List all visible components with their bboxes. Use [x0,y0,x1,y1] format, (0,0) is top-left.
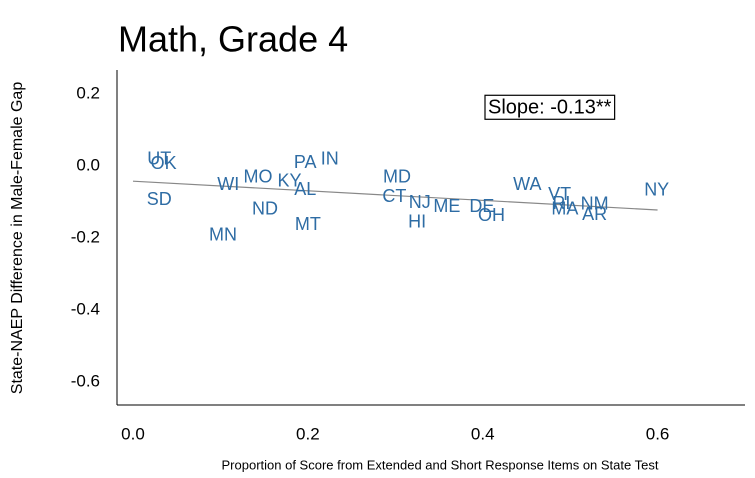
x-tick-label: 0.6 [646,424,670,443]
x-axis-label: Proportion of Score from Extended and Sh… [222,457,659,472]
annotation-box [484,94,616,120]
point-label: MT [295,214,321,234]
point-label: WA [513,174,541,194]
point-label: MO [244,167,273,187]
y-tick-label: 0.0 [76,156,100,175]
point-label: NM [581,194,609,214]
y-tick-label: -0.6 [71,371,100,390]
x-tick-label: 0.2 [296,424,320,443]
point-label: MN [209,225,237,245]
point-label: VT [548,184,571,204]
point-label: KY [277,171,301,191]
y-tick-label: 0.2 [76,84,100,103]
point-label: MD [383,167,411,187]
point-label: AR [582,204,607,224]
point-label: AL [294,179,316,199]
point-label: UT [147,149,171,169]
x-tick-label: 0.0 [121,424,145,443]
point-label: IN [321,149,339,169]
point-label: RI [552,193,570,213]
point-label: CT [382,186,406,206]
point-label: NY [644,180,669,200]
point-label: NJ [409,192,431,212]
point-label: SD [147,189,172,209]
chart-title: Math, Grade 4 [118,19,348,60]
y-axis-label: State-NAEP Difference in Male-Female Gap [9,82,26,395]
point-label: HI [408,212,426,232]
point-label: DE [469,196,494,216]
point-label: MA [551,199,578,219]
point-label: ME [433,196,460,216]
point-label: PA [294,152,317,172]
point-label: OH [478,205,505,225]
point-label: WI [217,174,239,194]
point-label: OK [151,153,177,173]
y-tick-label: -0.4 [71,299,100,318]
y-tick-label: -0.2 [71,228,100,247]
trend-line [132,180,658,211]
point-label: ND [252,199,278,219]
x-tick-label: 0.4 [471,424,495,443]
annotation: Slope: -0.13** [488,96,612,118]
